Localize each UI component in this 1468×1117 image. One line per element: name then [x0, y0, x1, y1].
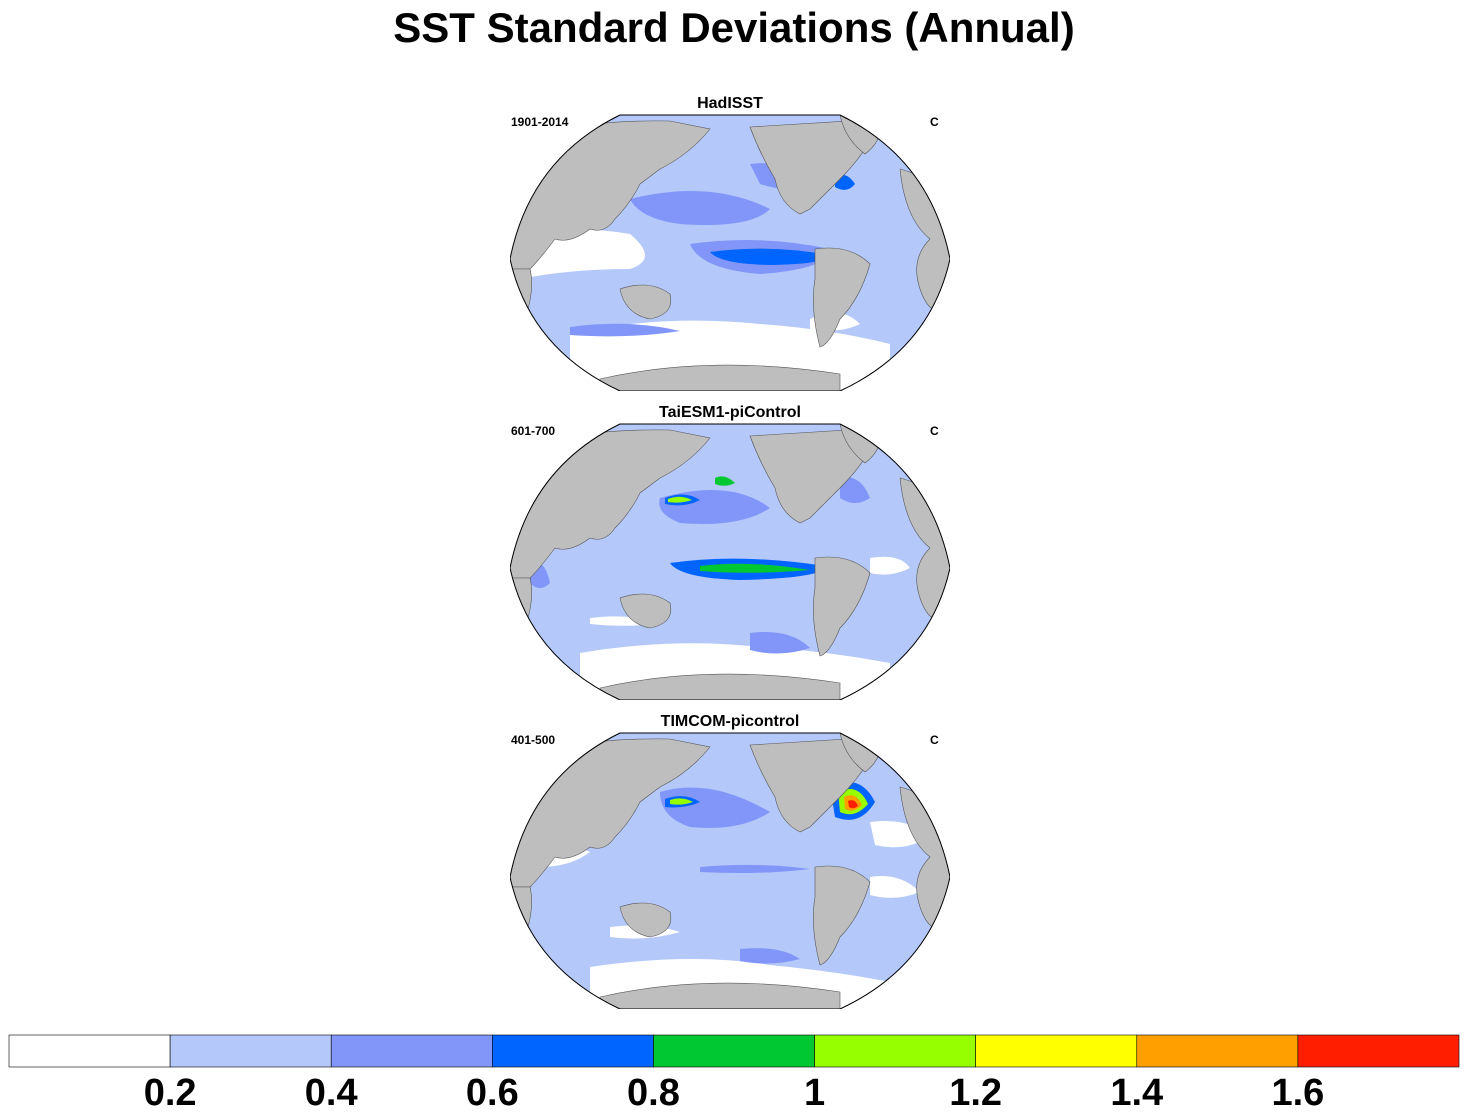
period-label: 401-500: [511, 733, 556, 747]
colorbar-tick-label: 0.4: [304, 1072, 358, 1114]
land-south-america: [813, 865, 871, 966]
units-label: C: [930, 115, 939, 129]
colorbar-swatch: [653, 1034, 815, 1068]
map-outline: [510, 732, 950, 1009]
units-label: C: [930, 424, 939, 438]
colorbar-tick-label: 1.2: [949, 1072, 1003, 1114]
land-antarctica: [599, 982, 841, 1009]
colorbar: [8, 1034, 1460, 1068]
colorbar-tick-label: 0.6: [465, 1072, 519, 1114]
very-high-sd-region: [668, 496, 692, 503]
colorbar-tick-label: 0.2: [143, 1072, 197, 1114]
land-antarctica: [599, 364, 841, 391]
units-label: C: [930, 733, 939, 747]
map-panel-taiesm1: TaiESM1-piControl 601-700 C: [500, 404, 960, 704]
colorbar-swatch: [169, 1034, 332, 1068]
low-sd-region: [870, 556, 910, 575]
mid-sd-region: [740, 948, 800, 964]
period-label: 601-700: [511, 424, 556, 438]
land-africa: [510, 268, 532, 325]
panel-title: TaiESM1-piControl: [659, 404, 801, 421]
mid-sd-region: [630, 191, 770, 225]
colorbar-swatch: [330, 1034, 493, 1068]
panel-title: TIMCOM-picontrol: [660, 713, 800, 730]
period-label: 1901-2014: [511, 115, 569, 129]
mid-sd-region: [750, 632, 810, 654]
land-south-america: [813, 247, 871, 348]
very-high-sd-region: [670, 798, 693, 805]
land-north-america: [749, 736, 881, 833]
high-sd-region: [715, 476, 735, 486]
high-sd-region: [710, 248, 828, 265]
colorbar-swatch: [814, 1034, 976, 1068]
colorbar-tick-label: 1.6: [1271, 1072, 1325, 1114]
very-high-sd-region: [848, 800, 858, 809]
land-africa: [510, 886, 532, 943]
low-sd-region: [870, 876, 920, 898]
colorbar-swatch: [1297, 1034, 1460, 1068]
colorbar-swatch: [975, 1034, 1138, 1068]
panel-title: HadISST: [697, 95, 763, 112]
map-outline: [510, 423, 950, 700]
land-north-america: [749, 427, 881, 524]
land-south-america: [813, 556, 871, 657]
colorbar-tick-label: 1.4: [1110, 1072, 1164, 1114]
colorbar-labels: 0.2 0.4 0.6 0.8 1 1.2 1.4 1.6: [0, 1070, 1468, 1116]
high-sd-region: [700, 563, 810, 573]
colorbar-swatch: [1136, 1034, 1299, 1068]
colorbar-swatch: [8, 1034, 171, 1068]
land-australia: [619, 284, 672, 320]
sst-map: [510, 732, 950, 1009]
map-panel-timcom: TIMCOM-picontrol 401-500 C: [500, 713, 960, 1013]
sst-map: [510, 114, 950, 391]
land-north-america: [749, 118, 881, 215]
land-australia: [619, 902, 672, 938]
map-outline: [510, 114, 950, 391]
mid-sd-region: [700, 864, 810, 873]
colorbar-tick-label: 0.8: [627, 1072, 680, 1114]
land-africa: [510, 577, 532, 634]
map-panel-hadisst: HadISST 1901-2014 C: [500, 95, 960, 395]
colorbar-tick-label: 1: [803, 1072, 826, 1114]
land-australia: [619, 593, 672, 629]
land-antarctica: [599, 673, 841, 700]
mid-sd-region: [840, 477, 870, 503]
mid-sd-region: [570, 323, 680, 337]
sst-map: [510, 423, 950, 700]
main-title: SST Standard Deviations (Annual): [393, 4, 1075, 51]
colorbar-swatch: [492, 1034, 654, 1068]
